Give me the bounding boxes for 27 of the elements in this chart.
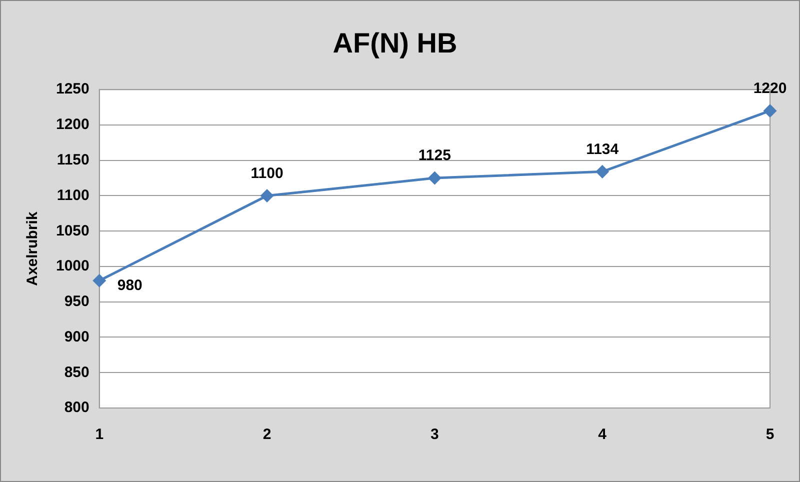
y-tick-label: 900 [64, 328, 90, 346]
y-tick-label: 1100 [56, 186, 90, 204]
data-label: 1220 [753, 80, 787, 97]
data-label: 1100 [250, 164, 284, 182]
y-tick-label: 1050 [56, 222, 90, 240]
point [428, 172, 441, 184]
x-tick-label: 1 [95, 426, 104, 444]
data-label: 1125 [418, 147, 451, 164]
y-tick-label: 1000 [56, 258, 90, 275]
x-tick-label: 5 [766, 426, 774, 444]
y-tick-label: 1250 [56, 80, 90, 98]
chart-title: AF(N) HB [332, 28, 458, 59]
point [764, 104, 776, 118]
y-tick-label: 850 [64, 364, 90, 381]
y-tick-label: 1150 [56, 151, 90, 168]
point [260, 189, 274, 202]
x-tick-label: 4 [598, 426, 608, 444]
y-tick-label: 800 [64, 399, 90, 416]
point [596, 165, 609, 178]
point [93, 274, 106, 287]
data-label: 980 [117, 276, 142, 294]
y-tick-label: 950 [64, 293, 90, 310]
x-tick-label: 2 [262, 426, 272, 444]
data-label: 1134 [586, 140, 620, 158]
y-tick-label: 1200 [56, 116, 90, 134]
x-tick-label: 3 [430, 426, 439, 444]
y-axis-title: Axelrubrik [24, 211, 42, 286]
